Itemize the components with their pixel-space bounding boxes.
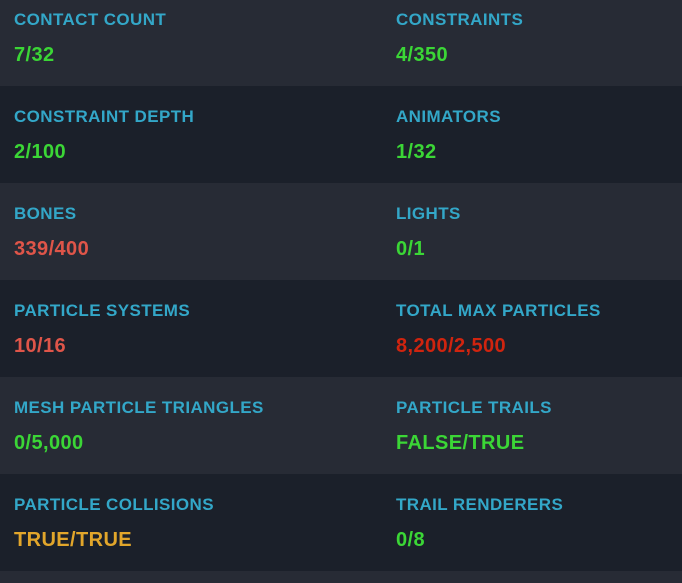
stat-label: TRAIL RENDERERS [396,495,564,514]
stat-cell-mesh-particle-triangles: MESH PARTICLE TRIANGLES 0/5,000 [0,377,382,474]
stat-cell-bones: BONES 339/400 [0,183,382,280]
stat-value: 339/400 [14,238,90,260]
stat-label: BONES [14,204,77,223]
stats-row-4: PARTICLE SYSTEMS 10/16 TOTAL MAX PARTICL… [0,280,682,377]
stat-label: CONTACT COUNT [14,10,167,29]
stat-value: 0/5,000 [14,432,84,454]
stat-value: 1/32 [396,141,437,163]
stat-label: ANIMATORS [396,107,501,126]
stat-label: TOTAL MAX PARTICLES [396,301,601,320]
stats-row-2: CONSTRAINT DEPTH 2/100 ANIMATORS 1/32 [0,86,682,183]
stats-row-5: MESH PARTICLE TRIANGLES 0/5,000 PARTICLE… [0,377,682,474]
stat-label: CONSTRAINT DEPTH [14,107,195,126]
stat-cell-particle-collisions: PARTICLE COLLISIONS TRUE/TRUE [0,474,382,571]
stat-value: 7/32 [14,44,55,66]
stat-cell-trail-renderers: TRAIL RENDERERS 0/8 [382,474,682,571]
stat-label: PARTICLE COLLISIONS [14,495,214,514]
stat-cell-particle-systems: PARTICLE SYSTEMS 10/16 [0,280,382,377]
stats-row-3: BONES 339/400 LIGHTS 0/1 [0,183,682,280]
stat-value: TRUE/TRUE [14,529,133,551]
stat-value: 2/100 [14,141,67,163]
stat-cell-total-max-particles: TOTAL MAX PARTICLES 8,200/2,500 [382,280,682,377]
stat-cell-particle-trails: PARTICLE TRAILS FALSE/TRUE [382,377,682,474]
stat-value: 10/16 [14,335,67,357]
stat-label: PARTICLE SYSTEMS [14,301,191,320]
stat-label: CONSTRAINTS [396,10,524,29]
stat-label: LIGHTS [396,204,461,223]
stat-label: MESH PARTICLE TRIANGLES [14,398,264,417]
stats-row-next-partial [0,571,682,583]
stat-cell-animators: ANIMATORS 1/32 [382,86,682,183]
stat-cell-contact-count: CONTACT COUNT 7/32 [0,0,382,86]
stat-value: 4/350 [396,44,449,66]
stats-row-6: PARTICLE COLLISIONS TRUE/TRUE TRAIL REND… [0,474,682,571]
stat-value: 8,200/2,500 [396,335,507,357]
stat-value: FALSE/TRUE [396,432,525,454]
stat-label: PARTICLE TRAILS [396,398,552,417]
stat-cell-constraint-depth: CONSTRAINT DEPTH 2/100 [0,86,382,183]
stats-row-1: CONTACT COUNT 7/32 CONSTRAINTS 4/350 [0,0,682,86]
stat-value: 0/1 [396,238,426,260]
stat-cell-constraints: CONSTRAINTS 4/350 [382,0,682,86]
stat-value: 0/8 [396,529,426,551]
stat-cell-lights: LIGHTS 0/1 [382,183,682,280]
